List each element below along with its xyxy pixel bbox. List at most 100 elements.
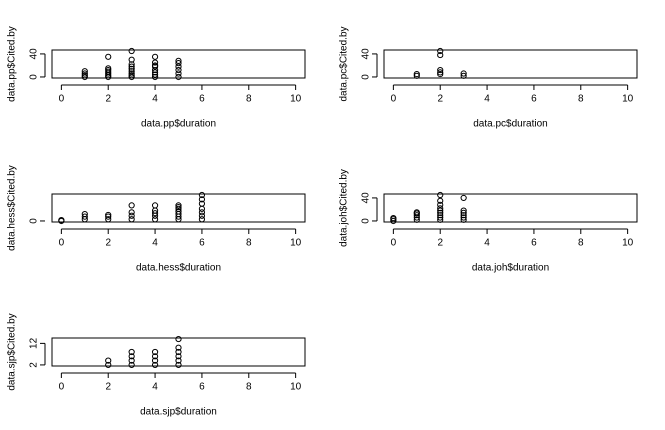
point — [151, 348, 159, 356]
x-axis-label: data.joh$duration — [472, 263, 549, 274]
x-tick-label: 2 — [437, 238, 443, 249]
point — [81, 210, 88, 218]
plot-box — [383, 193, 638, 223]
x-tick-label: 8 — [246, 238, 252, 249]
point — [175, 348, 182, 356]
point — [437, 47, 444, 55]
x-axis-label: data.sjp$duration — [140, 407, 217, 418]
point — [437, 214, 444, 221]
point — [81, 68, 88, 75]
x-tick-label: 2 — [437, 94, 443, 105]
point — [460, 194, 467, 202]
point — [128, 47, 135, 55]
point — [198, 209, 206, 216]
x-tick-label: 0 — [391, 94, 397, 105]
point — [151, 62, 159, 69]
x-tick-label: 6 — [199, 94, 205, 105]
point — [198, 205, 206, 212]
point — [128, 353, 135, 360]
point — [460, 72, 467, 79]
x-tick-label: 8 — [246, 94, 252, 105]
y-axis-label: data.sjp$Cited.by — [7, 313, 18, 390]
point — [460, 70, 467, 77]
x-tick-label: 2 — [105, 382, 111, 393]
x-axis-label: data.pc$duration — [473, 119, 548, 130]
plot-box — [51, 49, 306, 79]
x-tick-label: 10 — [622, 238, 634, 249]
point — [175, 70, 182, 77]
point — [175, 335, 182, 343]
y-tick-label: 0 — [361, 218, 372, 224]
point — [460, 209, 467, 216]
point — [460, 212, 467, 219]
point — [437, 207, 444, 214]
point — [128, 68, 135, 75]
y-axis-label: data.pc$Cited.by — [339, 26, 350, 101]
point — [128, 357, 135, 364]
x-tick-label: 10 — [290, 238, 302, 249]
point — [437, 191, 444, 199]
x-tick-label: 4 — [152, 94, 158, 105]
point — [460, 214, 467, 221]
x-tick-label: 4 — [152, 238, 158, 249]
point — [128, 202, 135, 209]
point — [128, 361, 135, 369]
point — [105, 65, 112, 72]
plot-box — [51, 337, 306, 367]
point — [413, 212, 420, 219]
y-axis-label: data.pp$Cited.by — [7, 26, 18, 102]
x-tick-label: 0 — [391, 238, 397, 249]
x-axis-label: data.pp$duration — [141, 119, 216, 130]
x-tick-label: 6 — [199, 238, 205, 249]
point — [151, 361, 159, 369]
point — [198, 212, 206, 219]
point — [105, 53, 112, 60]
point — [175, 205, 182, 212]
point — [151, 353, 159, 360]
point — [151, 66, 159, 74]
point — [128, 212, 135, 219]
point — [128, 72, 135, 79]
point — [437, 209, 444, 216]
point — [175, 208, 182, 215]
point — [198, 191, 206, 199]
point — [128, 61, 135, 68]
point — [198, 200, 206, 207]
point — [105, 361, 112, 369]
point — [151, 210, 159, 217]
point — [175, 202, 182, 209]
point — [128, 63, 135, 70]
point — [81, 213, 88, 220]
x-tick-label: 2 — [105, 238, 111, 249]
y-tick-label: 0 — [361, 74, 372, 80]
point — [460, 216, 467, 223]
x-tick-label: 10 — [290, 382, 302, 393]
point — [151, 202, 159, 209]
point — [175, 73, 182, 81]
point — [437, 212, 444, 219]
point — [151, 71, 159, 78]
x-tick-label: 6 — [531, 238, 537, 249]
point — [105, 68, 112, 75]
point — [105, 213, 112, 220]
point — [151, 59, 159, 66]
point — [128, 348, 135, 356]
x-tick-label: 8 — [578, 94, 584, 105]
x-tick-label: 0 — [59, 94, 65, 105]
point — [128, 65, 135, 72]
y-tick-label: 40 — [361, 48, 372, 60]
point — [437, 216, 444, 223]
x-axis-label: data.hess$duration — [136, 263, 221, 274]
x-tick-label: 0 — [59, 238, 65, 249]
point — [413, 216, 420, 223]
y-tick-label: 12 — [29, 337, 40, 349]
point — [413, 72, 420, 79]
point — [105, 357, 112, 364]
point — [175, 361, 182, 369]
point — [175, 60, 182, 67]
point — [437, 51, 444, 59]
point — [151, 216, 159, 223]
y-axis-label: data.joh$Cited.by — [339, 169, 350, 247]
y-tick-label: 40 — [29, 48, 40, 60]
